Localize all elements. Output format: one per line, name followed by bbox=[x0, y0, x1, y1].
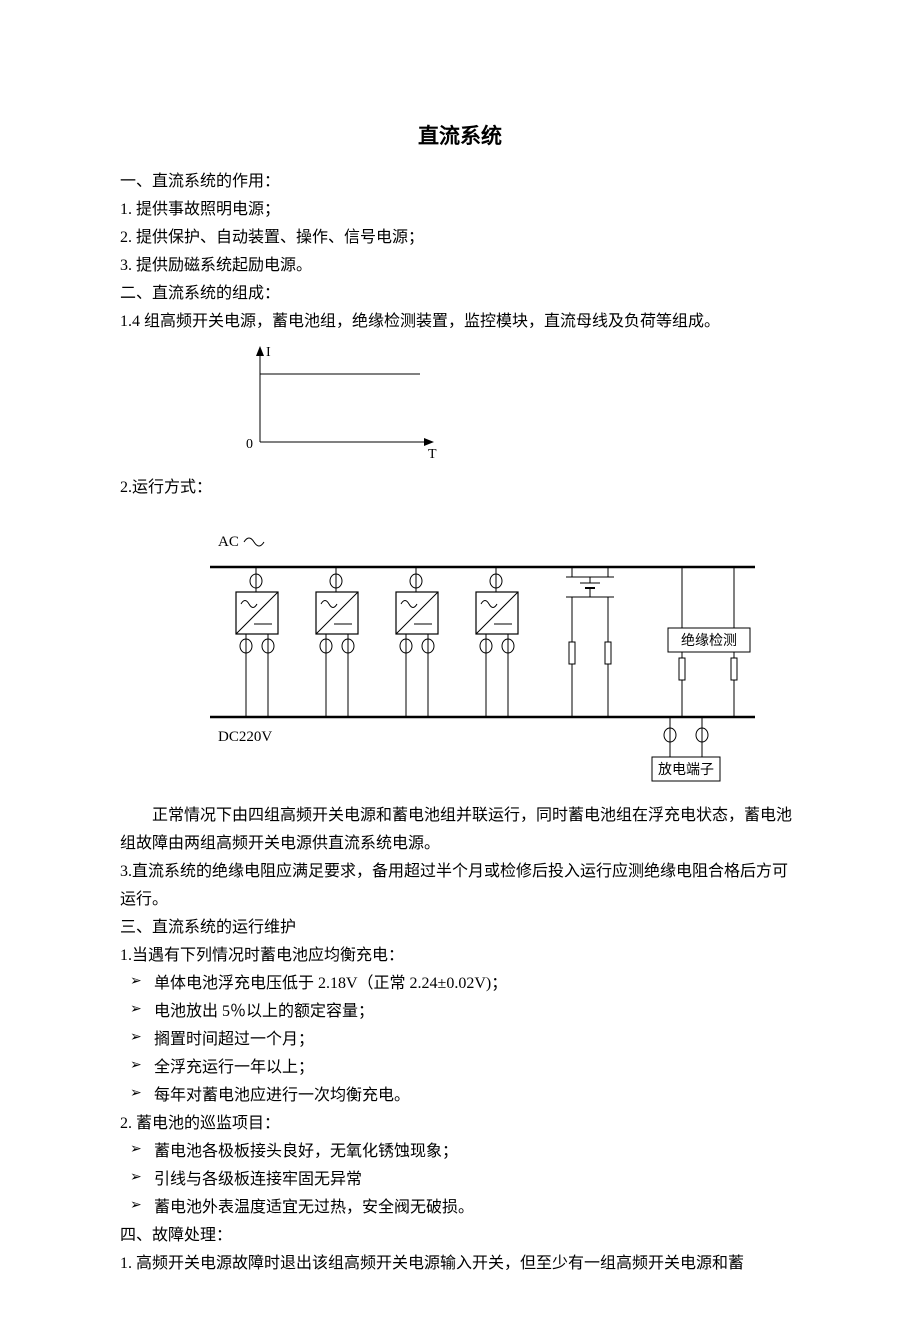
circuit-diagram: AC DC220V 绝缘检测放电端子 bbox=[200, 522, 800, 782]
sec3-bullets-2: 蓄电池各极板接头良好，无氧化锈蚀现象；引线与各级板连接牢固无异常蓄电池外表温度适… bbox=[120, 1138, 800, 1222]
sec3-p1: 1.当遇有下列情况时蓄电池应均衡充电： bbox=[120, 942, 800, 970]
sec3-p2: 2. 蓄电池的巡监项目： bbox=[120, 1110, 800, 1138]
sec1-item-2: 2. 提供保护、自动装置、操作、信号电源； bbox=[120, 224, 800, 252]
circuit-diagram-svg: AC DC220V 绝缘检测放电端子 bbox=[200, 522, 760, 782]
bullet-item: 电池放出 5％以上的额定容量； bbox=[120, 998, 800, 1026]
sec4-heading: 四、故障处理： bbox=[120, 1222, 800, 1250]
svg-text:DC220V: DC220V bbox=[218, 729, 272, 745]
svg-text:T: T bbox=[428, 447, 437, 462]
svg-text:绝缘检测: 绝缘检测 bbox=[681, 633, 737, 649]
bullet-item: 全浮充运行一年以上； bbox=[120, 1054, 800, 1082]
sec1-item-1: 1. 提供事故照明电源； bbox=[120, 196, 800, 224]
bullet-item: 每年对蓄电池应进行一次均衡充电。 bbox=[120, 1082, 800, 1110]
sec3-bullets-1: 单体电池浮充电压低于 2.18V（正常 2.24±0.02V)；电池放出 5％以… bbox=[120, 970, 800, 1110]
sec1-heading: 一、直流系统的作用： bbox=[120, 168, 800, 196]
svg-text:放电端子: 放电端子 bbox=[658, 762, 714, 778]
page: 直流系统 一、直流系统的作用： 1. 提供事故照明电源； 2. 提供保护、自动装… bbox=[0, 0, 920, 1338]
bullet-item: 单体电池浮充电压低于 2.18V（正常 2.24±0.02V)； bbox=[120, 970, 800, 998]
sec2-p4: 3.直流系统的绝缘电阻应满足要求，备用超过半个月或检修后投入运行应测绝缘电阻合格… bbox=[120, 858, 800, 914]
sec1-item-3: 3. 提供励磁系统起励电源。 bbox=[120, 252, 800, 280]
sec2-p1: 1.4 组高频开关电源，蓄电池组，绝缘检测装置，监控模块，直流母线及负荷等组成。 bbox=[120, 308, 800, 336]
sec3-heading: 三、直流系统的运行维护 bbox=[120, 914, 800, 942]
svg-text:I: I bbox=[266, 345, 271, 360]
doc-title: 直流系统 bbox=[120, 120, 800, 150]
bullet-item: 蓄电池各极板接头良好，无氧化锈蚀现象； bbox=[120, 1138, 800, 1166]
sec2-heading: 二、直流系统的组成： bbox=[120, 280, 800, 308]
bullet-item: 引线与各级板连接牢固无异常 bbox=[120, 1166, 800, 1194]
bullet-item: 蓄电池外表温度适宜无过热，安全阀无破损。 bbox=[120, 1194, 800, 1222]
svg-text:AC: AC bbox=[218, 534, 239, 550]
bullet-item: 搁置时间超过一个月； bbox=[120, 1026, 800, 1054]
it-chart-svg: I T 0 bbox=[230, 342, 440, 462]
svg-text:0: 0 bbox=[246, 437, 253, 452]
sec2-p3: 正常情况下由四组高频开关电源和蓄电池组并联运行，同时蓄电池组在浮充电状态，蓄电池… bbox=[120, 802, 800, 858]
it-chart: I T 0 bbox=[230, 342, 800, 472]
sec4-p1: 1. 高频开关电源故障时退出该组高频开关电源输入开关，但至少有一组高频开关电源和… bbox=[120, 1250, 800, 1278]
sec2-p2: 2.运行方式： bbox=[120, 474, 800, 502]
